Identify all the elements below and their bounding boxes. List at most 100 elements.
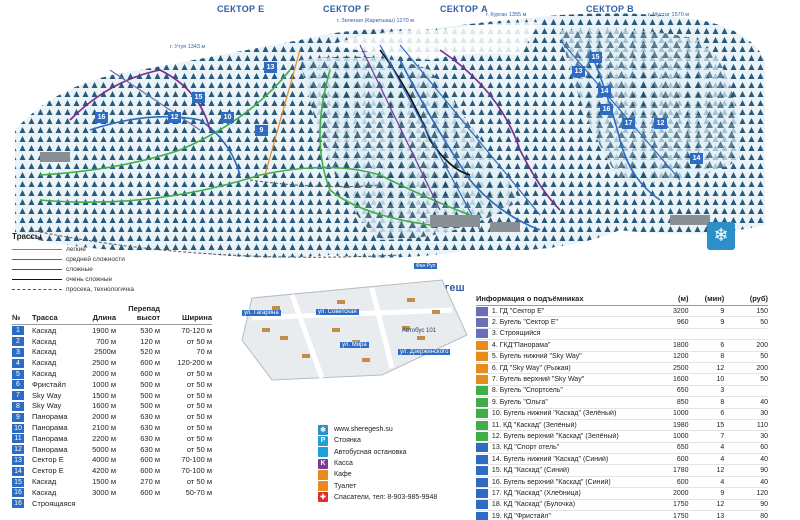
trail-number-cell: 3 xyxy=(12,347,30,357)
lift-icon xyxy=(476,511,488,520)
lift-minutes-cell: 7 xyxy=(720,432,725,440)
trail-number-cell: 7 xyxy=(12,390,30,401)
lift-name-cell: 3. Строящийся xyxy=(491,330,541,338)
trail-width-cell: 70 м xyxy=(196,347,212,357)
table-row: 15 Каскад 1500 м 270 м от 50 м xyxy=(12,476,212,487)
service-legend-item: K Касса xyxy=(318,458,478,469)
trail-legend: Трассы легкие средней сложности сложные … xyxy=(12,232,192,294)
trail-length-cell: 2500 м xyxy=(92,358,116,368)
trail-marker[interactable]: 12 xyxy=(168,112,181,123)
lift-length-cell: 2500 xyxy=(672,364,689,372)
legend-line xyxy=(12,258,62,260)
trail-marker[interactable]: 9 xyxy=(255,125,268,136)
trail-drop-cell: 600 м xyxy=(140,466,160,476)
trail-number-cell: 1 xyxy=(12,325,30,336)
trail-number-cell: 5 xyxy=(12,369,30,379)
service-legend-item: Кафе xyxy=(318,469,478,480)
trail-name-cell: Каскад xyxy=(32,347,57,357)
lift-price-cell: 40 xyxy=(760,455,768,463)
service-label: Туалет xyxy=(334,482,357,490)
trail-width-cell: от 50 м xyxy=(186,369,212,379)
lift-name-cell: 9. Бугель "Ольга" xyxy=(491,398,548,406)
trail-name-cell: Панорама xyxy=(32,423,68,433)
resort-map: ❄ xyxy=(15,13,765,258)
lift-minutes-cell: 10 xyxy=(716,376,725,384)
lift-icon xyxy=(476,454,488,464)
lift-price-cell: 30 xyxy=(760,432,768,440)
table-row: 11. КД "Каскад" (Зелёный) 1980 15 110 xyxy=(476,420,768,432)
trail-number-badge: 16 xyxy=(12,499,24,509)
lift-length-cell: 650 xyxy=(676,387,689,395)
trail-length-cell: 2200 м xyxy=(92,433,116,443)
trail-marker[interactable]: 15 xyxy=(589,52,602,63)
trail-legend-title: Трассы xyxy=(12,232,42,241)
table-row: 16 Каскад 3000 м 600 м 50-70 м xyxy=(12,487,212,498)
lift-icon xyxy=(476,306,488,316)
lift-name-cell: 18. КД "Каскад" (Булочка) xyxy=(491,501,576,509)
lift-price-cell: 60 xyxy=(760,444,768,452)
lift-minutes-cell: 4 xyxy=(720,444,725,452)
table-row: 6 Фристайл 1000 м 500 м от 50 м xyxy=(12,379,212,390)
bus-stop-icon xyxy=(318,447,328,458)
trail-number-badge: 14 xyxy=(12,466,24,476)
legend-label: сложные xyxy=(66,265,93,273)
lift-name-cell: 8. Бугель "Спортсель" xyxy=(491,387,563,395)
table-row: 10. Бугель нижний "Каскад" (Зелёный) 1000… xyxy=(476,409,768,420)
lift-minutes-cell: 4 xyxy=(720,478,725,486)
lift-icon xyxy=(476,340,488,350)
lift-length-cell: 2000 xyxy=(672,489,689,497)
trail-marker[interactable]: 15 xyxy=(192,92,205,103)
trail-number-cell: 15 xyxy=(12,477,30,487)
trail-marker[interactable]: 13 xyxy=(264,62,277,73)
table-row: 17. КД "Каскад" (Хлебница) 2000 9 120 xyxy=(476,488,768,500)
trail-name-cell: Сектор Е xyxy=(32,455,64,465)
lift-name-cell: 16. Бугель верхний "Каскад" (Синий) xyxy=(491,478,611,486)
legend-line xyxy=(12,288,62,290)
table-row: 4 Каскад 2500 м 600 м 120-200 м xyxy=(12,357,212,368)
lift-length-cell: 600 xyxy=(676,478,689,486)
trail-width-cell: от 50 м xyxy=(186,336,212,346)
trail-width-cell: от 50 м xyxy=(186,423,212,433)
street-label: ул. Советская xyxy=(316,309,359,315)
services-legend: ❄ www.sheregesh.su P Стоянка Автобусная ост… xyxy=(318,424,478,503)
service-label: Спасатели, тел: 8-903-985-9948 xyxy=(334,493,438,501)
trail-width-cell: от 50 м xyxy=(186,444,212,454)
trail-number-badge: 10 xyxy=(12,423,24,433)
trail-number-badge: 2 xyxy=(12,337,24,347)
lift-icon xyxy=(476,363,488,373)
table-row: 18. КД "Каскад" (Булочка) 1750 12 90 xyxy=(476,500,768,512)
trail-number-cell: 12 xyxy=(12,444,30,455)
parking-icon: P xyxy=(318,435,328,446)
legend-line xyxy=(12,248,62,250)
trail-name-cell: Каскад xyxy=(32,325,57,335)
table-row: 3 Каскад 2500м 520 м 70 м xyxy=(12,347,212,358)
trail-width-cell: от 50 м xyxy=(186,412,212,422)
trail-length-cell: 2000 м xyxy=(92,369,116,379)
village-sign: Фан Рул xyxy=(414,263,438,269)
lift-price-cell: 90 xyxy=(760,501,768,509)
trail-drop-cell: 500 м xyxy=(140,379,160,389)
trail-number-cell: 16 xyxy=(12,487,30,498)
service-legend-item: ✚ Спасатели, тел: 8-903-985-9948 xyxy=(318,492,478,503)
bus-route-label: Автобус 101 xyxy=(402,328,436,334)
header-drop: Перепад высот xyxy=(128,304,160,322)
legend-line xyxy=(12,278,62,280)
trail-number-cell: 9 xyxy=(12,412,30,422)
trail-marker[interactable]: 16 xyxy=(95,112,108,123)
trail-number-cell: 10 xyxy=(12,423,30,433)
trail-drop-cell: 630 м xyxy=(140,444,160,454)
trail-marker[interactable]: 17 xyxy=(622,118,635,129)
trail-marker[interactable]: 14 xyxy=(690,153,703,164)
table-row: 8 Sky Way 1600 м 500 м от 50 м xyxy=(12,401,212,412)
trail-drop-cell: 600 м xyxy=(140,455,160,465)
website-link[interactable]: www.sheregesh.su xyxy=(334,426,393,434)
trail-marker[interactable]: 13 xyxy=(572,66,585,77)
trail-number-badge: 1 xyxy=(12,326,24,336)
trail-marker[interactable]: 12 xyxy=(654,118,667,129)
trail-marker[interactable]: 14 xyxy=(598,86,611,97)
trail-marker[interactable]: 10 xyxy=(221,112,234,123)
trail-length-cell: 5000 м xyxy=(92,444,116,454)
trail-marker[interactable]: 16 xyxy=(600,104,613,115)
trail-number-badge: 8 xyxy=(12,401,24,411)
legend-item-very-difficult: очень сложные xyxy=(12,274,192,284)
